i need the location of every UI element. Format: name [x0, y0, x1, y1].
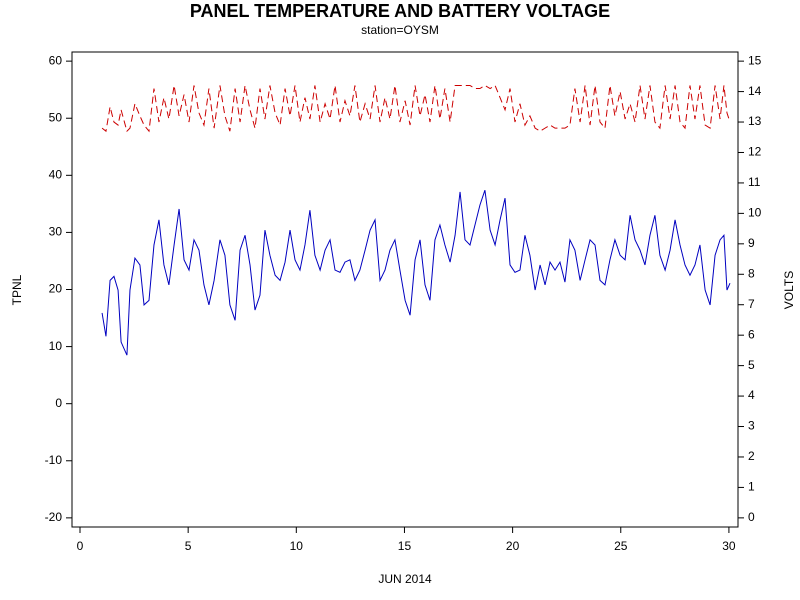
x-tick-label: 15 — [398, 539, 412, 553]
plot-frame — [71, 51, 739, 528]
y-tick-label: 50 — [49, 110, 63, 124]
y-tick-label: 60 — [49, 53, 63, 67]
y-tick-label: 10 — [49, 339, 63, 353]
y-axis-label: TPNL — [10, 274, 24, 305]
x-tick-label: 5 — [185, 539, 192, 553]
y2-tick-label: 9 — [748, 236, 755, 250]
y2-tick-label: 13 — [748, 114, 762, 128]
data-line — [101, 190, 731, 356]
x-tick-label: 30 — [722, 539, 736, 553]
y2-tick-label: 10 — [748, 206, 762, 220]
data-line — [101, 84, 731, 133]
y-tick-label: 0 — [55, 396, 62, 410]
y2-tick-label: 14 — [748, 84, 762, 98]
x-tick-label: 20 — [506, 539, 520, 553]
y-tick-label: -20 — [45, 510, 63, 524]
y2-tick-label: 11 — [748, 175, 761, 189]
x-axis-label: JUN 2014 — [378, 572, 432, 586]
y2-tick-label: 6 — [748, 327, 755, 341]
y-tick-label: 40 — [49, 167, 63, 181]
chart-title: PANEL TEMPERATURE AND BATTERY VOLTAGE — [190, 1, 610, 21]
x-tick-label: 25 — [614, 539, 628, 553]
x-tick-label: 10 — [290, 539, 304, 553]
y2-tick-label: 15 — [748, 53, 762, 67]
y2-tick-label: 7 — [748, 297, 755, 311]
y2-tick-label: 5 — [748, 358, 755, 372]
y2-axis-label: VOLTS — [782, 271, 796, 309]
y2-tick-label: 8 — [748, 266, 755, 280]
y2-tick-label: 0 — [748, 510, 755, 524]
y2-tick-label: 3 — [748, 419, 755, 433]
y-tick-label: 20 — [49, 282, 63, 296]
y2-tick-label: 12 — [748, 145, 762, 159]
x-tick-label: 0 — [77, 539, 84, 553]
y2-tick-label: 1 — [748, 480, 755, 494]
y-tick-label: -10 — [45, 453, 63, 467]
y2-tick-label: 2 — [748, 449, 755, 463]
y-tick-label: 30 — [49, 225, 63, 239]
chart-subtitle: station=OYSM — [361, 23, 439, 37]
y2-tick-label: 4 — [748, 388, 755, 402]
